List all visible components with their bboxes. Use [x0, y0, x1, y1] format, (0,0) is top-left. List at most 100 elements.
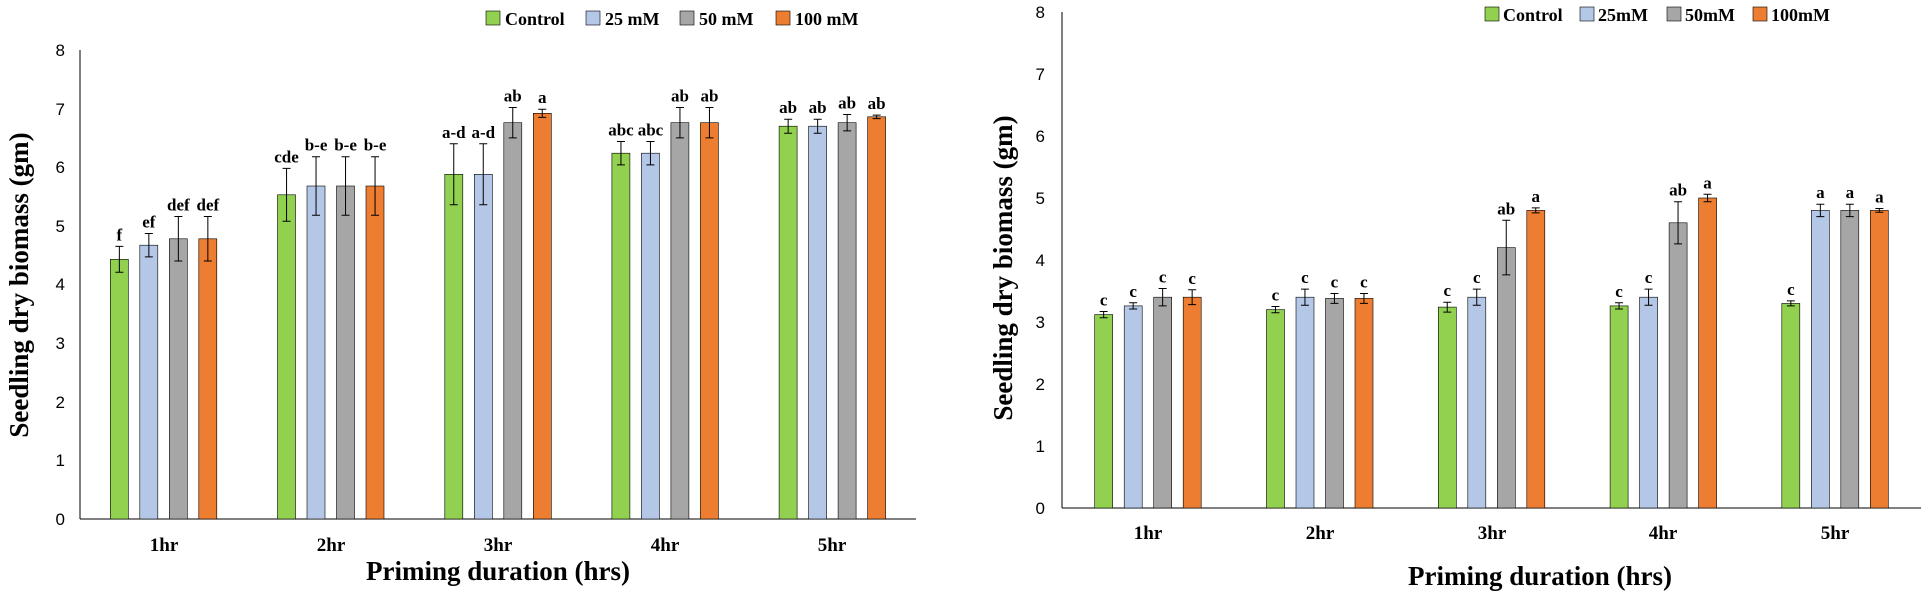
x-axis-title: Priming duration (hrs) [366, 556, 630, 586]
significance-label-control-4hr: c [1615, 282, 1623, 301]
bar-25mm-4hr [641, 152, 660, 520]
x-category-labels: 1hr 2hr 3hr 4hr 5hr [150, 535, 847, 556]
legend-swatch-100mm [1752, 6, 1768, 22]
error-bar-25mm-2hr [312, 156, 321, 216]
chart-right: Control 25mM 50mM 100mM 0 1 2 3 4 5 6 7 … [988, 3, 1921, 591]
error-bar-control-1hr [1099, 311, 1108, 319]
legend-swatch-50mm [679, 10, 695, 26]
y-tick-label: 2 [1036, 375, 1045, 394]
bar-50mm-1hr [169, 238, 188, 520]
bar-50mm-3hr [1497, 247, 1516, 509]
significance-label-control-2hr: c [1272, 286, 1280, 305]
y-ticks: 0 1 2 3 4 5 6 7 8 [1036, 3, 1045, 518]
error-bar-25mm-2hr [1300, 288, 1309, 306]
bar-50mm-2hr [336, 185, 355, 520]
significance-label-25mm-2hr: b-e [305, 136, 328, 155]
legend: Control 25 mM 50 mM 100 mM [485, 9, 858, 29]
y-tick-label: 1 [56, 451, 65, 470]
bar-25mm-4hr [1639, 296, 1658, 509]
significance-label-control-3hr: a-d [442, 123, 466, 142]
legend-swatch-100mm [775, 10, 791, 26]
significance-label-100mm-1hr: def [197, 196, 220, 215]
error-bar-50mm-4hr [1674, 201, 1683, 245]
significance-label-50mm-2hr: b-e [334, 136, 357, 155]
bar-50mm-5hr [1840, 210, 1860, 509]
legend-swatch-control [485, 10, 501, 26]
error-bar-25mm-3hr [479, 143, 488, 206]
y-tick-label: 5 [56, 217, 65, 236]
bar-100mm-1hr [1182, 296, 1202, 509]
bar-25mm-5hr [808, 125, 827, 520]
x-category-label: 3hr [484, 535, 513, 556]
error-bar-control-4hr [616, 141, 625, 166]
x-category-label: 3hr [1478, 523, 1507, 544]
bar-control-4hr [611, 152, 631, 520]
error-bar-control-2hr [282, 167, 291, 222]
legend-label-50mm: 50 mM [699, 9, 753, 29]
x-category-label: 2hr [317, 535, 346, 556]
bar-100mm-3hr [532, 113, 552, 520]
legend-swatch-50mm [1666, 6, 1682, 22]
y-tick-label: 4 [56, 275, 65, 294]
error-bar-50mm-5hr [1845, 203, 1854, 218]
bar-control-3hr [1438, 306, 1457, 509]
significance-label-25mm-1hr: ef [142, 213, 156, 232]
bar-control-3hr [444, 174, 464, 520]
bar-100mm-3hr [1526, 210, 1546, 509]
significance-label-control-4hr: abc [608, 121, 634, 140]
significance-label-100mm-3hr: a [538, 88, 547, 107]
error-bar-25mm-4hr [646, 141, 655, 166]
error-bar-50mm-5hr [843, 114, 852, 132]
error-bar-50mm-4hr [675, 107, 684, 139]
x-category-label: 1hr [150, 535, 179, 556]
bar-25mm-3hr [1467, 296, 1487, 509]
x-category-label: 1hr [1134, 523, 1163, 544]
significance-label-control-5hr: c [1787, 280, 1795, 299]
bar-100mm-2hr [365, 185, 385, 520]
significance-label-50mm-5hr: ab [838, 94, 856, 113]
error-bar-100mm-5hr [872, 114, 881, 120]
bar-50mm-3hr [503, 122, 523, 520]
y-tick-label: 2 [56, 393, 65, 412]
significance-label-control-1hr: c [1100, 291, 1108, 310]
chart-left: Control 25 mM 50 mM 100 mM 0 1 2 3 4 5 6… [4, 9, 916, 586]
error-bar-25mm-5hr [1816, 203, 1825, 218]
bar-control-2hr [277, 194, 296, 520]
error-bar-control-5hr [784, 118, 793, 134]
bar-50mm-1hr [1153, 296, 1172, 509]
significance-label-50mm-4hr: ab [1669, 181, 1687, 200]
significance-label-25mm-4hr: c [1645, 268, 1653, 287]
significance-label-25mm-3hr: a-d [471, 123, 495, 142]
significance-label-50mm-1hr: c [1159, 268, 1167, 287]
significance-label-50mm-4hr: ab [671, 87, 689, 106]
significance-label-50mm-3hr: ab [504, 87, 522, 106]
bar-50mm-5hr [837, 122, 857, 520]
y-tick-label: 0 [56, 510, 65, 529]
significance-label-control-1hr: f [117, 225, 123, 244]
error-bar-25mm-4hr [1644, 288, 1653, 306]
legend-label-control: Control [1503, 5, 1563, 25]
error-bar-50mm-2hr [341, 156, 350, 216]
significance-label-100mm-3hr: a [1532, 187, 1541, 206]
significance-label-50mm-3hr: ab [1497, 199, 1515, 218]
bar-50mm-4hr [670, 122, 690, 520]
significance-label-50mm-1hr: def [167, 196, 190, 215]
error-bar-100mm-2hr [371, 156, 380, 216]
error-bar-50mm-3hr [1502, 219, 1511, 276]
bar-50mm-4hr [1668, 222, 1688, 509]
bar-50mm-2hr [1325, 298, 1344, 509]
significance-label-50mm-2hr: c [1331, 273, 1339, 292]
significance-label-100mm-2hr: c [1360, 273, 1368, 292]
y-tick-label: 1 [1036, 437, 1045, 456]
x-category-label: 2hr [1306, 523, 1335, 544]
y-tick-label: 6 [1036, 127, 1045, 146]
legend: Control 25mM 50mM 100mM [1484, 5, 1830, 25]
bar-control-2hr [1266, 309, 1285, 509]
bar-100mm-4hr [1698, 197, 1717, 509]
error-bar-25mm-1hr [1129, 302, 1138, 310]
legend-label-control: Control [505, 9, 565, 29]
error-bar-25mm-1hr [144, 233, 153, 258]
significance-label-25mm-5hr: ab [809, 98, 827, 117]
